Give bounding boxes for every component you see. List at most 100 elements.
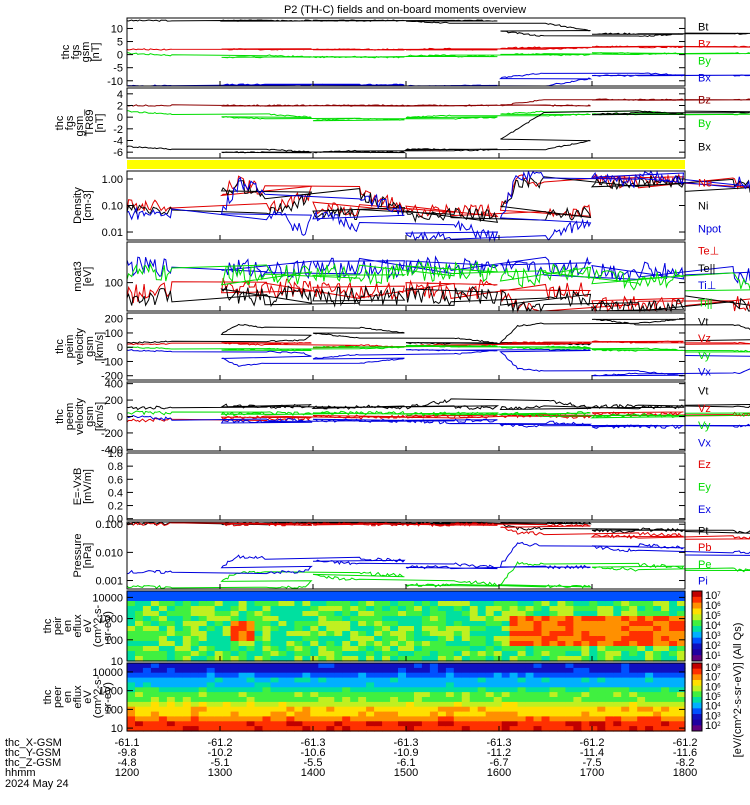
heatmap-cell <box>182 667 192 674</box>
heatmap-cell <box>406 656 415 662</box>
heatmap-cell <box>398 692 407 698</box>
heatmap-cell <box>246 606 256 612</box>
heatmap-cell <box>302 721 311 727</box>
heatmap-cell <box>374 677 383 684</box>
heatmap-cell <box>326 646 335 652</box>
heatmap-cell <box>637 687 646 693</box>
heatmap-cell <box>437 611 447 617</box>
heatmap-cell <box>262 651 272 657</box>
heatmap-cell <box>629 701 638 708</box>
heatmap-cell <box>374 711 383 718</box>
heatmap-cell <box>501 677 511 684</box>
heatmap-cell <box>166 701 176 708</box>
heatmap-cell <box>142 646 152 652</box>
heatmap-cell <box>429 656 439 662</box>
heatmap-cell <box>166 621 176 627</box>
heatmap-cell <box>398 721 407 727</box>
heatmap-cell <box>158 616 168 622</box>
heatmap-cell <box>501 663 511 669</box>
heatmap-cell <box>621 663 630 669</box>
heatmap-cell <box>262 636 272 642</box>
heatmap-cell <box>254 646 264 652</box>
heatmap-cell <box>318 711 327 718</box>
heatmap-cell <box>342 606 351 612</box>
heatmap-cell <box>206 656 216 662</box>
heatmap-cell <box>669 591 678 597</box>
heatmap-cell <box>390 711 399 718</box>
heatmap-cell <box>525 591 535 597</box>
heatmap-cell <box>270 667 280 674</box>
heatmap-cell <box>414 677 423 684</box>
heatmap-cell <box>350 667 359 674</box>
heatmap-cell <box>166 611 176 617</box>
heatmap-cell <box>453 641 463 647</box>
heatmap-cell <box>437 621 447 627</box>
heatmap-cell <box>549 631 559 637</box>
heatmap-cell <box>398 641 407 647</box>
heatmap-cell <box>533 591 543 597</box>
ylabel-line: peem <box>64 403 76 431</box>
heatmap-cell <box>501 726 511 732</box>
colorbar-swatch <box>692 697 702 704</box>
heatmap-cell <box>390 687 399 693</box>
colorbar-label: 104 <box>705 620 721 632</box>
colorbar-label: 105 <box>705 691 721 703</box>
ytick-label: -100 <box>101 356 123 368</box>
heatmap-cell <box>653 591 662 597</box>
colorbar-label-base: 10 <box>705 720 717 732</box>
heatmap-cell <box>525 711 535 718</box>
heatmap-cell <box>326 611 335 617</box>
ylabel-line: gsm <box>84 406 96 427</box>
colorbar-label-exp: 4 <box>717 703 721 709</box>
heatmap-cell <box>645 626 654 632</box>
heatmap-cell <box>318 596 327 602</box>
heatmap-cell <box>493 591 503 597</box>
heatmap-cell <box>150 667 160 674</box>
heatmap-cell <box>230 726 240 732</box>
heatmap-cell <box>677 677 686 684</box>
heatmap-cell <box>294 626 303 632</box>
legend-Vz: Vz <box>698 333 711 345</box>
heatmap-cell <box>613 591 622 597</box>
heatmap-cell <box>406 626 415 632</box>
heatmap-cell <box>238 672 248 679</box>
heatmap-cell <box>565 606 574 612</box>
heatmap-cell <box>230 646 240 652</box>
heatmap-cell <box>198 621 208 627</box>
heatmap-cell <box>318 716 327 722</box>
heatmap-cell <box>493 687 503 693</box>
heatmap-cell <box>318 663 327 669</box>
heatmap-cell <box>366 626 375 632</box>
heatmap-cell <box>605 616 614 622</box>
heatmap-cell <box>573 701 582 708</box>
heatmap-cell <box>254 697 264 703</box>
heatmap-cell <box>414 641 423 647</box>
series-Npot <box>126 170 750 242</box>
heatmap-cell <box>294 591 303 597</box>
heatmap-cell <box>206 651 216 657</box>
heatmap-cell <box>469 687 479 693</box>
heatmap-cell <box>214 687 224 693</box>
heatmap-cell <box>222 667 232 674</box>
heatmap-cell <box>334 636 343 642</box>
heatmap-cell <box>150 611 160 617</box>
heatmap-cell <box>350 621 359 627</box>
heatmap-cell <box>517 606 527 612</box>
heatmap-cell <box>573 667 582 674</box>
heatmap-cell <box>621 591 630 597</box>
ylabel-line: en <box>62 620 74 632</box>
heatmap-cell <box>206 621 216 627</box>
panel-ylabel: thcpeirenefluxeV(cm^2-s-sr-eV) <box>42 604 114 647</box>
heatmap-cell <box>613 631 622 637</box>
heatmap-cell <box>230 621 240 627</box>
heatmap-cell <box>677 716 686 722</box>
heatmap-cell <box>158 692 168 698</box>
heatmap-cell <box>198 711 208 718</box>
heatmap-cell <box>573 631 582 637</box>
heatmap-cell <box>127 721 136 727</box>
legend-Ez: Ez <box>698 459 711 471</box>
heatmap-cell <box>661 636 670 642</box>
heatmap-cell <box>613 682 622 688</box>
heatmap-cell <box>677 606 686 612</box>
heatmap-cell <box>469 596 479 602</box>
